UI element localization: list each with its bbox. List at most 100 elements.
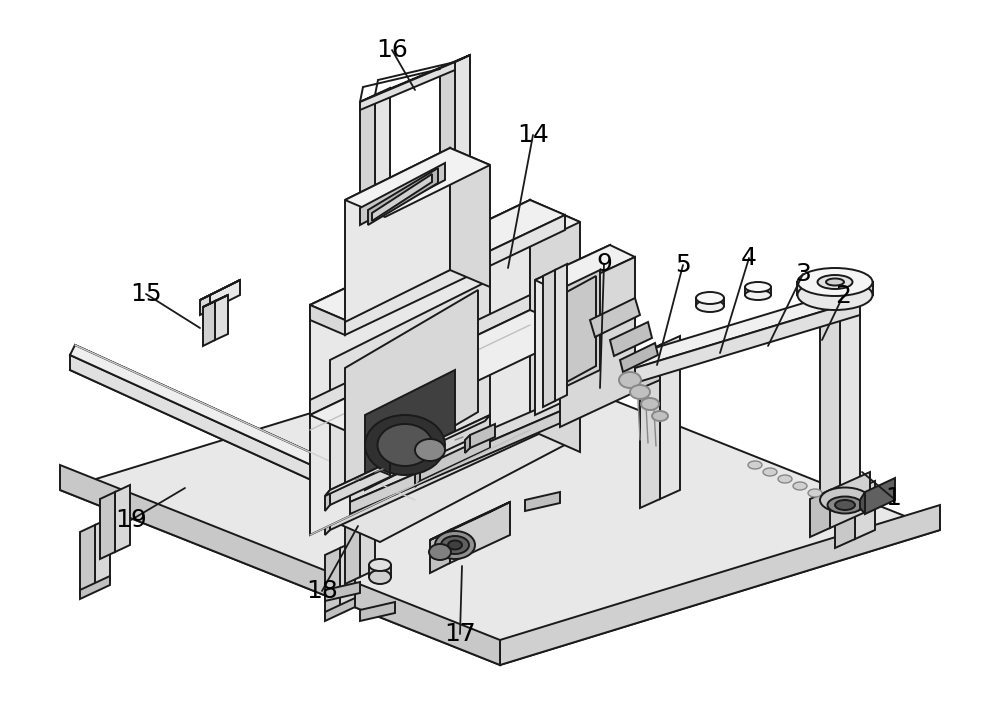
Polygon shape (369, 565, 391, 577)
Polygon shape (100, 492, 115, 559)
Polygon shape (310, 200, 565, 320)
Polygon shape (325, 515, 330, 535)
Ellipse shape (808, 489, 822, 497)
Polygon shape (345, 148, 490, 217)
Text: 15: 15 (130, 282, 162, 306)
Polygon shape (465, 435, 470, 453)
Ellipse shape (641, 398, 659, 410)
Polygon shape (820, 286, 860, 304)
Ellipse shape (429, 544, 451, 560)
Polygon shape (330, 415, 580, 542)
Polygon shape (555, 264, 567, 401)
Text: 18: 18 (306, 579, 338, 603)
Text: 17: 17 (444, 622, 476, 646)
Polygon shape (610, 322, 652, 356)
Polygon shape (325, 598, 355, 621)
Polygon shape (360, 508, 375, 577)
Polygon shape (350, 356, 660, 502)
Polygon shape (330, 280, 490, 500)
Polygon shape (200, 280, 240, 300)
Ellipse shape (441, 536, 469, 554)
Polygon shape (70, 345, 415, 510)
Polygon shape (365, 370, 455, 490)
Polygon shape (203, 295, 228, 307)
Polygon shape (360, 62, 455, 110)
Polygon shape (203, 301, 215, 346)
Polygon shape (696, 298, 724, 306)
Polygon shape (552, 276, 596, 390)
Ellipse shape (696, 292, 724, 304)
Polygon shape (70, 345, 415, 525)
Polygon shape (548, 270, 600, 395)
Polygon shape (635, 300, 860, 383)
Polygon shape (80, 576, 110, 599)
Polygon shape (375, 88, 390, 217)
Polygon shape (345, 290, 478, 490)
Polygon shape (820, 295, 840, 508)
Polygon shape (210, 280, 240, 310)
Polygon shape (60, 465, 500, 665)
Polygon shape (60, 355, 940, 665)
Ellipse shape (369, 559, 391, 571)
Text: 19: 19 (115, 508, 147, 532)
Polygon shape (560, 257, 635, 427)
Ellipse shape (630, 385, 650, 399)
Polygon shape (360, 163, 445, 225)
Polygon shape (310, 200, 530, 535)
Polygon shape (865, 478, 895, 514)
Polygon shape (345, 215, 565, 335)
Polygon shape (525, 492, 560, 511)
Text: 16: 16 (376, 38, 408, 62)
Polygon shape (855, 481, 875, 539)
Ellipse shape (828, 496, 862, 513)
Ellipse shape (365, 415, 445, 475)
Text: 14: 14 (517, 123, 549, 147)
Polygon shape (635, 286, 860, 368)
Polygon shape (535, 245, 610, 415)
Polygon shape (640, 345, 660, 508)
Polygon shape (330, 400, 530, 520)
Polygon shape (70, 355, 410, 525)
Ellipse shape (823, 496, 837, 504)
Text: 1: 1 (885, 486, 901, 510)
Ellipse shape (763, 468, 777, 476)
Ellipse shape (820, 488, 870, 513)
Text: 2: 2 (835, 284, 851, 308)
Text: 3: 3 (795, 262, 811, 286)
Ellipse shape (826, 278, 844, 286)
Ellipse shape (818, 275, 852, 289)
Polygon shape (500, 505, 940, 665)
Polygon shape (590, 298, 640, 337)
Polygon shape (420, 435, 490, 481)
Polygon shape (830, 472, 870, 528)
Polygon shape (345, 515, 360, 584)
Text: 5: 5 (675, 253, 691, 277)
Polygon shape (430, 502, 510, 540)
Ellipse shape (745, 282, 771, 292)
Polygon shape (310, 310, 580, 437)
Polygon shape (325, 490, 330, 511)
Polygon shape (360, 95, 375, 224)
Ellipse shape (619, 372, 641, 388)
Polygon shape (350, 368, 660, 514)
Ellipse shape (448, 540, 462, 550)
Polygon shape (660, 336, 680, 499)
Ellipse shape (793, 482, 807, 490)
Polygon shape (325, 415, 490, 496)
Ellipse shape (798, 280, 872, 310)
Polygon shape (470, 424, 495, 448)
Polygon shape (860, 492, 865, 514)
Polygon shape (340, 541, 355, 610)
Ellipse shape (435, 531, 475, 559)
Polygon shape (200, 295, 210, 315)
Polygon shape (368, 168, 438, 225)
Polygon shape (95, 518, 110, 587)
Ellipse shape (835, 500, 855, 510)
Polygon shape (810, 490, 830, 537)
Polygon shape (450, 148, 490, 287)
Polygon shape (530, 200, 580, 452)
Polygon shape (215, 295, 228, 340)
Polygon shape (330, 415, 490, 505)
Polygon shape (80, 525, 95, 594)
Polygon shape (372, 174, 432, 221)
